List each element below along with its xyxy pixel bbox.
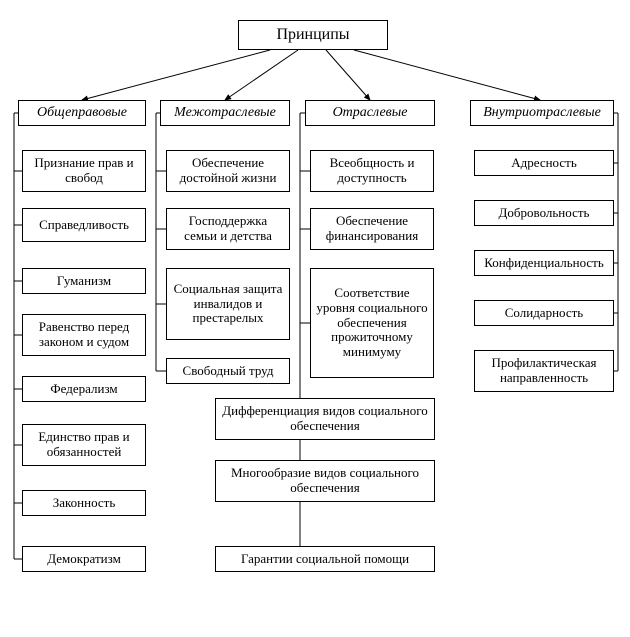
item-c1-7: Демократизм [22, 546, 146, 572]
item-c3-4: Многообразие видов социального обеспечен… [215, 460, 435, 502]
item-c1-4: Федерализм [22, 376, 146, 402]
item-c4-3: Солидарность [474, 300, 614, 326]
item-c1-3: Равенство перед законом и судом [22, 314, 146, 356]
item-c4-4: Профилактическая направленность [474, 350, 614, 392]
item-c1-2: Гуманизм [22, 268, 146, 294]
item-c2-2: Социальная защита инвалидов и престарелы… [166, 268, 290, 340]
item-c3-2: Соответствие уровня социального обеспече… [310, 268, 434, 378]
item-c3-5: Гарантии социальной помощи [215, 546, 435, 572]
category-header-c3: Отраслевые [305, 100, 435, 126]
root-node: Принципы [238, 20, 388, 50]
item-c3-1: Обеспечение финансирования [310, 208, 434, 250]
category-header-c2: Межотраслевые [160, 100, 290, 126]
item-c1-6: Законность [22, 490, 146, 516]
item-c3-0: Всеобщность и доступность [310, 150, 434, 192]
item-c1-5: Единство прав и обязанностей [22, 424, 146, 466]
item-c2-3: Свободный труд [166, 358, 290, 384]
item-c4-0: Адресность [474, 150, 614, 176]
item-c4-2: Конфиденциальность [474, 250, 614, 276]
category-header-c4: Внутриотраслевые [470, 100, 614, 126]
item-c2-1: Господдержка семьи и детства [166, 208, 290, 250]
category-header-c1: Общеправовые [18, 100, 146, 126]
item-c1-1: Справедливость [22, 208, 146, 242]
item-c2-0: Обеспечение достойной жизни [166, 150, 290, 192]
item-c4-1: Добровольность [474, 200, 614, 226]
item-c3-3: Дифференциация видов социального обеспеч… [215, 398, 435, 440]
item-c1-0: Признание прав и свобод [22, 150, 146, 192]
